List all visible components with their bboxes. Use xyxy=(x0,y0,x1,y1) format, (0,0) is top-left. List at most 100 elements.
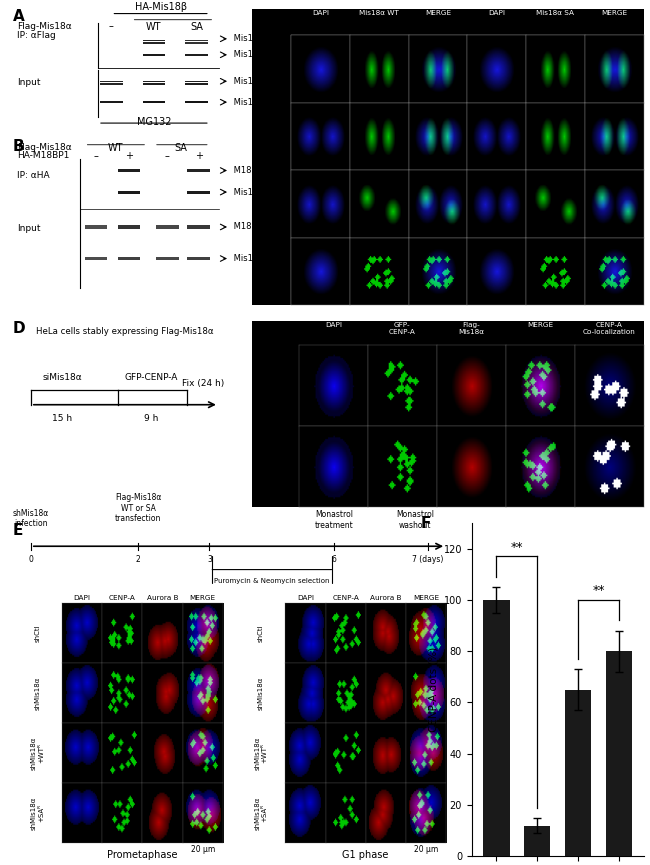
Text: shMis18α
+WTᴿ: shMis18α +WTᴿ xyxy=(254,736,267,770)
Bar xyxy=(350,35,409,103)
Bar xyxy=(526,238,585,305)
Text: 20 μm: 20 μm xyxy=(414,845,438,854)
Bar xyxy=(291,35,350,103)
Bar xyxy=(467,238,526,305)
Text: G1 phase: G1 phase xyxy=(343,849,389,860)
Bar xyxy=(350,238,409,305)
Text: 3: 3 xyxy=(207,554,212,564)
Text: G1: G1 xyxy=(266,266,272,276)
Bar xyxy=(291,170,350,238)
Text: Input: Input xyxy=(18,78,41,87)
Bar xyxy=(143,54,165,55)
Bar xyxy=(526,103,585,170)
Text: Flag-Mis18α
WT or SA
transfection: Flag-Mis18α WT or SA transfection xyxy=(115,493,161,523)
Bar xyxy=(118,225,140,228)
Text: WT: WT xyxy=(108,143,124,153)
Text: –: – xyxy=(165,151,170,162)
Bar xyxy=(156,257,179,260)
Bar xyxy=(185,80,207,82)
Text: CENP-A: CENP-A xyxy=(332,595,359,601)
Text: telophase: telophase xyxy=(266,187,272,221)
Text: DAPI: DAPI xyxy=(297,595,314,601)
Text: shMis18α
+SAᴿ: shMis18α +SAᴿ xyxy=(254,797,267,830)
Text: siMis18α: siMis18α xyxy=(42,374,82,382)
Text: 6: 6 xyxy=(332,554,337,564)
Bar xyxy=(100,80,123,82)
Text: **: ** xyxy=(592,584,604,598)
Bar xyxy=(143,83,165,85)
Text: SA: SA xyxy=(174,143,187,153)
Text: HA-Mis18β: HA-Mis18β xyxy=(135,2,187,12)
Text: Mis18α: Mis18α xyxy=(231,50,264,60)
Bar xyxy=(350,103,409,170)
Bar xyxy=(291,103,350,170)
Bar xyxy=(118,170,140,172)
Text: Mis18β: Mis18β xyxy=(231,35,264,43)
Text: shCtl: shCtl xyxy=(34,625,40,642)
Bar xyxy=(156,225,179,228)
Bar xyxy=(585,35,644,103)
Bar xyxy=(467,35,526,103)
Text: DAPI: DAPI xyxy=(488,10,505,16)
Text: shMis18α: shMis18α xyxy=(34,676,40,709)
Bar xyxy=(100,83,123,85)
Bar xyxy=(606,651,632,856)
Text: shMis18α
+SAᴿ: shMis18α +SAᴿ xyxy=(31,797,44,830)
Bar xyxy=(483,599,510,856)
Text: 20 μm: 20 μm xyxy=(458,496,485,505)
Text: Monastrol
washout: Monastrol washout xyxy=(396,510,434,529)
Text: M18BP1: M18BP1 xyxy=(231,166,268,175)
Text: **: ** xyxy=(510,541,523,554)
Text: Mis18α: Mis18α xyxy=(231,98,264,106)
Text: shCtl: shCtl xyxy=(258,625,264,642)
Text: F: F xyxy=(421,516,431,531)
Text: +: + xyxy=(194,151,203,162)
Text: MERGE: MERGE xyxy=(425,10,451,16)
Bar xyxy=(118,191,140,194)
Text: Monastrol
treatment: Monastrol treatment xyxy=(315,510,354,529)
Text: Prometaphase: Prometaphase xyxy=(107,849,177,860)
Text: CENP-A: CENP-A xyxy=(109,595,136,601)
Bar xyxy=(409,103,467,170)
Bar xyxy=(185,83,207,85)
Bar xyxy=(143,40,165,42)
Text: MERGE: MERGE xyxy=(413,595,439,601)
Text: B: B xyxy=(13,139,25,154)
Bar xyxy=(143,101,165,104)
Bar xyxy=(185,101,207,104)
Text: shMis18α
+WTᴿ: shMis18α +WTᴿ xyxy=(31,736,44,770)
Text: –: – xyxy=(94,151,98,162)
Text: Aurora B: Aurora B xyxy=(147,595,178,601)
Text: shMis18α
infection: shMis18α infection xyxy=(13,509,49,528)
Text: GFP-CENP-A: GFP-CENP-A xyxy=(125,374,178,382)
Text: E: E xyxy=(13,523,23,538)
Bar xyxy=(185,42,207,44)
Text: 0: 0 xyxy=(29,554,33,564)
Text: Mis18α: Mis18α xyxy=(231,254,264,263)
Text: MERGE: MERGE xyxy=(527,323,553,329)
Text: Flag-
Mis18α: Flag- Mis18α xyxy=(458,323,484,336)
Text: Mis18α SA: Mis18α SA xyxy=(536,10,575,16)
Bar xyxy=(526,35,585,103)
Bar xyxy=(467,170,526,238)
Bar xyxy=(524,825,551,856)
Bar xyxy=(350,170,409,238)
Bar xyxy=(187,225,210,228)
Text: Puromycin & Neomycin selection: Puromycin & Neomycin selection xyxy=(214,578,330,584)
Text: +: + xyxy=(125,151,133,162)
Bar xyxy=(409,170,467,238)
Text: CENP-A
Co-localization: CENP-A Co-localization xyxy=(582,323,636,336)
Text: DAPI: DAPI xyxy=(73,595,91,601)
Text: IP: αFlag: IP: αFlag xyxy=(18,31,56,40)
Bar xyxy=(118,257,140,260)
Bar xyxy=(585,170,644,238)
Text: WT: WT xyxy=(146,22,162,31)
Bar xyxy=(187,257,210,260)
Text: –: – xyxy=(109,22,114,31)
Text: 20 μm: 20 μm xyxy=(190,845,215,854)
Y-axis label: CENP-A dots (%): CENP-A dots (%) xyxy=(428,647,438,733)
Text: Mis18α: Mis18α xyxy=(231,188,264,196)
Text: 9 h: 9 h xyxy=(144,414,159,423)
Text: Mis18β: Mis18β xyxy=(231,77,264,86)
Text: Early
anaphase: Early anaphase xyxy=(263,52,276,86)
